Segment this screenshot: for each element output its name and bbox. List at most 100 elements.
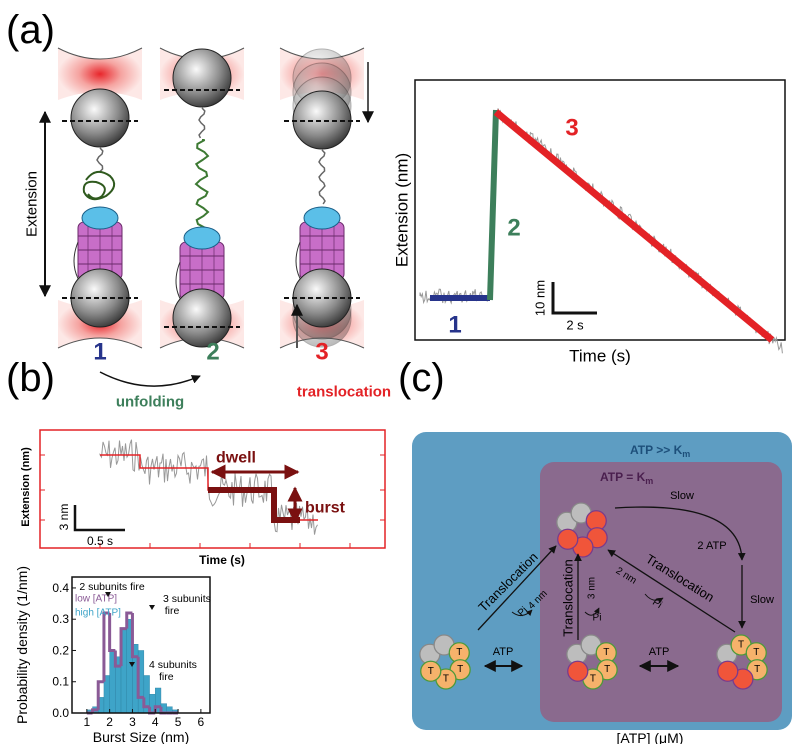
motor-cap bbox=[81, 206, 119, 230]
annotation-pointer bbox=[129, 662, 135, 667]
unfolding-arrow bbox=[99, 371, 201, 387]
y-tick-label: 0.2 bbox=[52, 643, 69, 657]
condition-subscript: m bbox=[645, 476, 653, 486]
condition-text: ATP = K bbox=[600, 470, 646, 484]
fit-segment bbox=[493, 109, 775, 343]
panel-label: (b) bbox=[6, 356, 55, 400]
motor-cap bbox=[303, 206, 341, 230]
scale-y-label: 3 nm bbox=[57, 504, 71, 531]
segment-label: 3 bbox=[565, 115, 578, 142]
histogram-step bbox=[125, 611, 133, 629]
atp-label: ATP bbox=[649, 646, 670, 658]
dna bbox=[96, 147, 104, 173]
plot-frame bbox=[71, 576, 211, 714]
subunit-state: T bbox=[443, 673, 449, 684]
y-axis-label: Probability density (1/nm) bbox=[14, 566, 30, 724]
pi-release bbox=[511, 609, 533, 616]
legend-entry: high [ATP] bbox=[75, 608, 121, 619]
y-tick-label: 0.4 bbox=[52, 581, 69, 595]
arrow bbox=[607, 549, 736, 633]
step-number: 2 bbox=[206, 339, 219, 366]
annotation: 4 subunits bbox=[149, 659, 197, 671]
folded-protein bbox=[82, 170, 116, 201]
scale-bar bbox=[73, 505, 125, 532]
subunit-state: T bbox=[754, 664, 760, 675]
arrow bbox=[477, 545, 557, 631]
scale-x-label: 0.5 s bbox=[87, 534, 113, 548]
x-axis-label: Time (s) bbox=[199, 553, 245, 567]
bead bbox=[70, 88, 130, 148]
panel-a: Extension 1 2 3 unfolding translocation 1 2 3 10 … bbox=[24, 47, 786, 411]
subunit-state: T bbox=[456, 647, 462, 658]
legend-entry: low [ATP] bbox=[75, 594, 117, 605]
histogram-step bbox=[91, 708, 99, 713]
scale-y-label: 10 nm bbox=[533, 280, 548, 316]
condition: ATP = Km bbox=[600, 470, 653, 486]
step-size: 3 nm bbox=[587, 577, 598, 599]
x-tick-label: 4 bbox=[152, 715, 159, 729]
x-tick-label: 2 bbox=[106, 715, 113, 729]
pi-release bbox=[644, 593, 664, 604]
annotation-pointer bbox=[149, 605, 155, 610]
y-axis-label: Extension (nm) bbox=[393, 153, 412, 267]
x-tick-label: 5 bbox=[175, 715, 182, 729]
translocation-label: Translocation bbox=[561, 559, 576, 637]
subunit-state: T bbox=[457, 664, 463, 675]
histogram-step bbox=[130, 612, 139, 659]
dna bbox=[198, 107, 206, 139]
segment-label: 2 bbox=[507, 215, 520, 242]
pi-release bbox=[584, 607, 600, 616]
scale-x-label: 2 s bbox=[566, 318, 584, 333]
panel-label: (c) bbox=[398, 356, 445, 400]
trace-noise bbox=[419, 108, 783, 354]
y-axis-label: Extension (nm) bbox=[20, 447, 32, 527]
dwell-label: dwell bbox=[216, 450, 256, 467]
y-tick-label: 0.0 bbox=[52, 706, 69, 720]
subunit bbox=[567, 660, 589, 682]
motor-cap bbox=[183, 226, 221, 250]
subunit bbox=[717, 660, 739, 682]
trace-frame bbox=[414, 79, 786, 341]
subunit-state: T bbox=[604, 664, 610, 675]
atp-count: 2 ATP bbox=[697, 540, 726, 552]
highlighted-step bbox=[208, 487, 300, 523]
trap-edge bbox=[57, 47, 143, 60]
arrow bbox=[614, 506, 746, 561]
histogram-step bbox=[108, 612, 116, 652]
annotation: 3 subunits bbox=[163, 593, 211, 605]
fit-segment bbox=[487, 109, 499, 301]
slow-label: Slow bbox=[750, 594, 774, 606]
y-tick-label: 0.1 bbox=[52, 675, 69, 689]
histogram-step bbox=[119, 627, 127, 667]
optical-trap bbox=[58, 48, 142, 100]
subunit-state: T bbox=[738, 640, 744, 651]
unfolded-chain bbox=[194, 139, 210, 233]
condition-text: ATP >> K bbox=[630, 443, 683, 457]
histogram-step bbox=[102, 611, 110, 682]
panel-label: (a) bbox=[6, 8, 55, 52]
subunit-state: T bbox=[590, 673, 596, 684]
bead bbox=[172, 48, 232, 108]
annotation: 2 subunits fire bbox=[79, 581, 145, 593]
histogram-step bbox=[96, 680, 104, 710]
subunit-state: T bbox=[603, 647, 609, 658]
slow-label: Slow bbox=[670, 490, 694, 502]
x-axis-label: [ATP] (μM) bbox=[617, 730, 684, 744]
annotation: fire bbox=[165, 605, 180, 617]
pi-label: Pi bbox=[593, 613, 602, 624]
annotation-pointer bbox=[105, 592, 111, 597]
x-axis-label: Burst Size (nm) bbox=[93, 729, 189, 744]
subunit bbox=[557, 528, 579, 550]
condition: ATP >> Km bbox=[630, 443, 690, 459]
subunit-state: T bbox=[753, 647, 759, 658]
y-tick-label: 0.3 bbox=[52, 612, 69, 626]
x-axis-label: Time (s) bbox=[569, 347, 631, 366]
dna bbox=[318, 149, 326, 205]
condition-subscript: m bbox=[682, 449, 690, 459]
atp-label: ATP bbox=[493, 646, 514, 658]
histogram-step bbox=[142, 697, 150, 709]
bead bbox=[172, 288, 232, 348]
step-number: 3 bbox=[315, 339, 328, 366]
